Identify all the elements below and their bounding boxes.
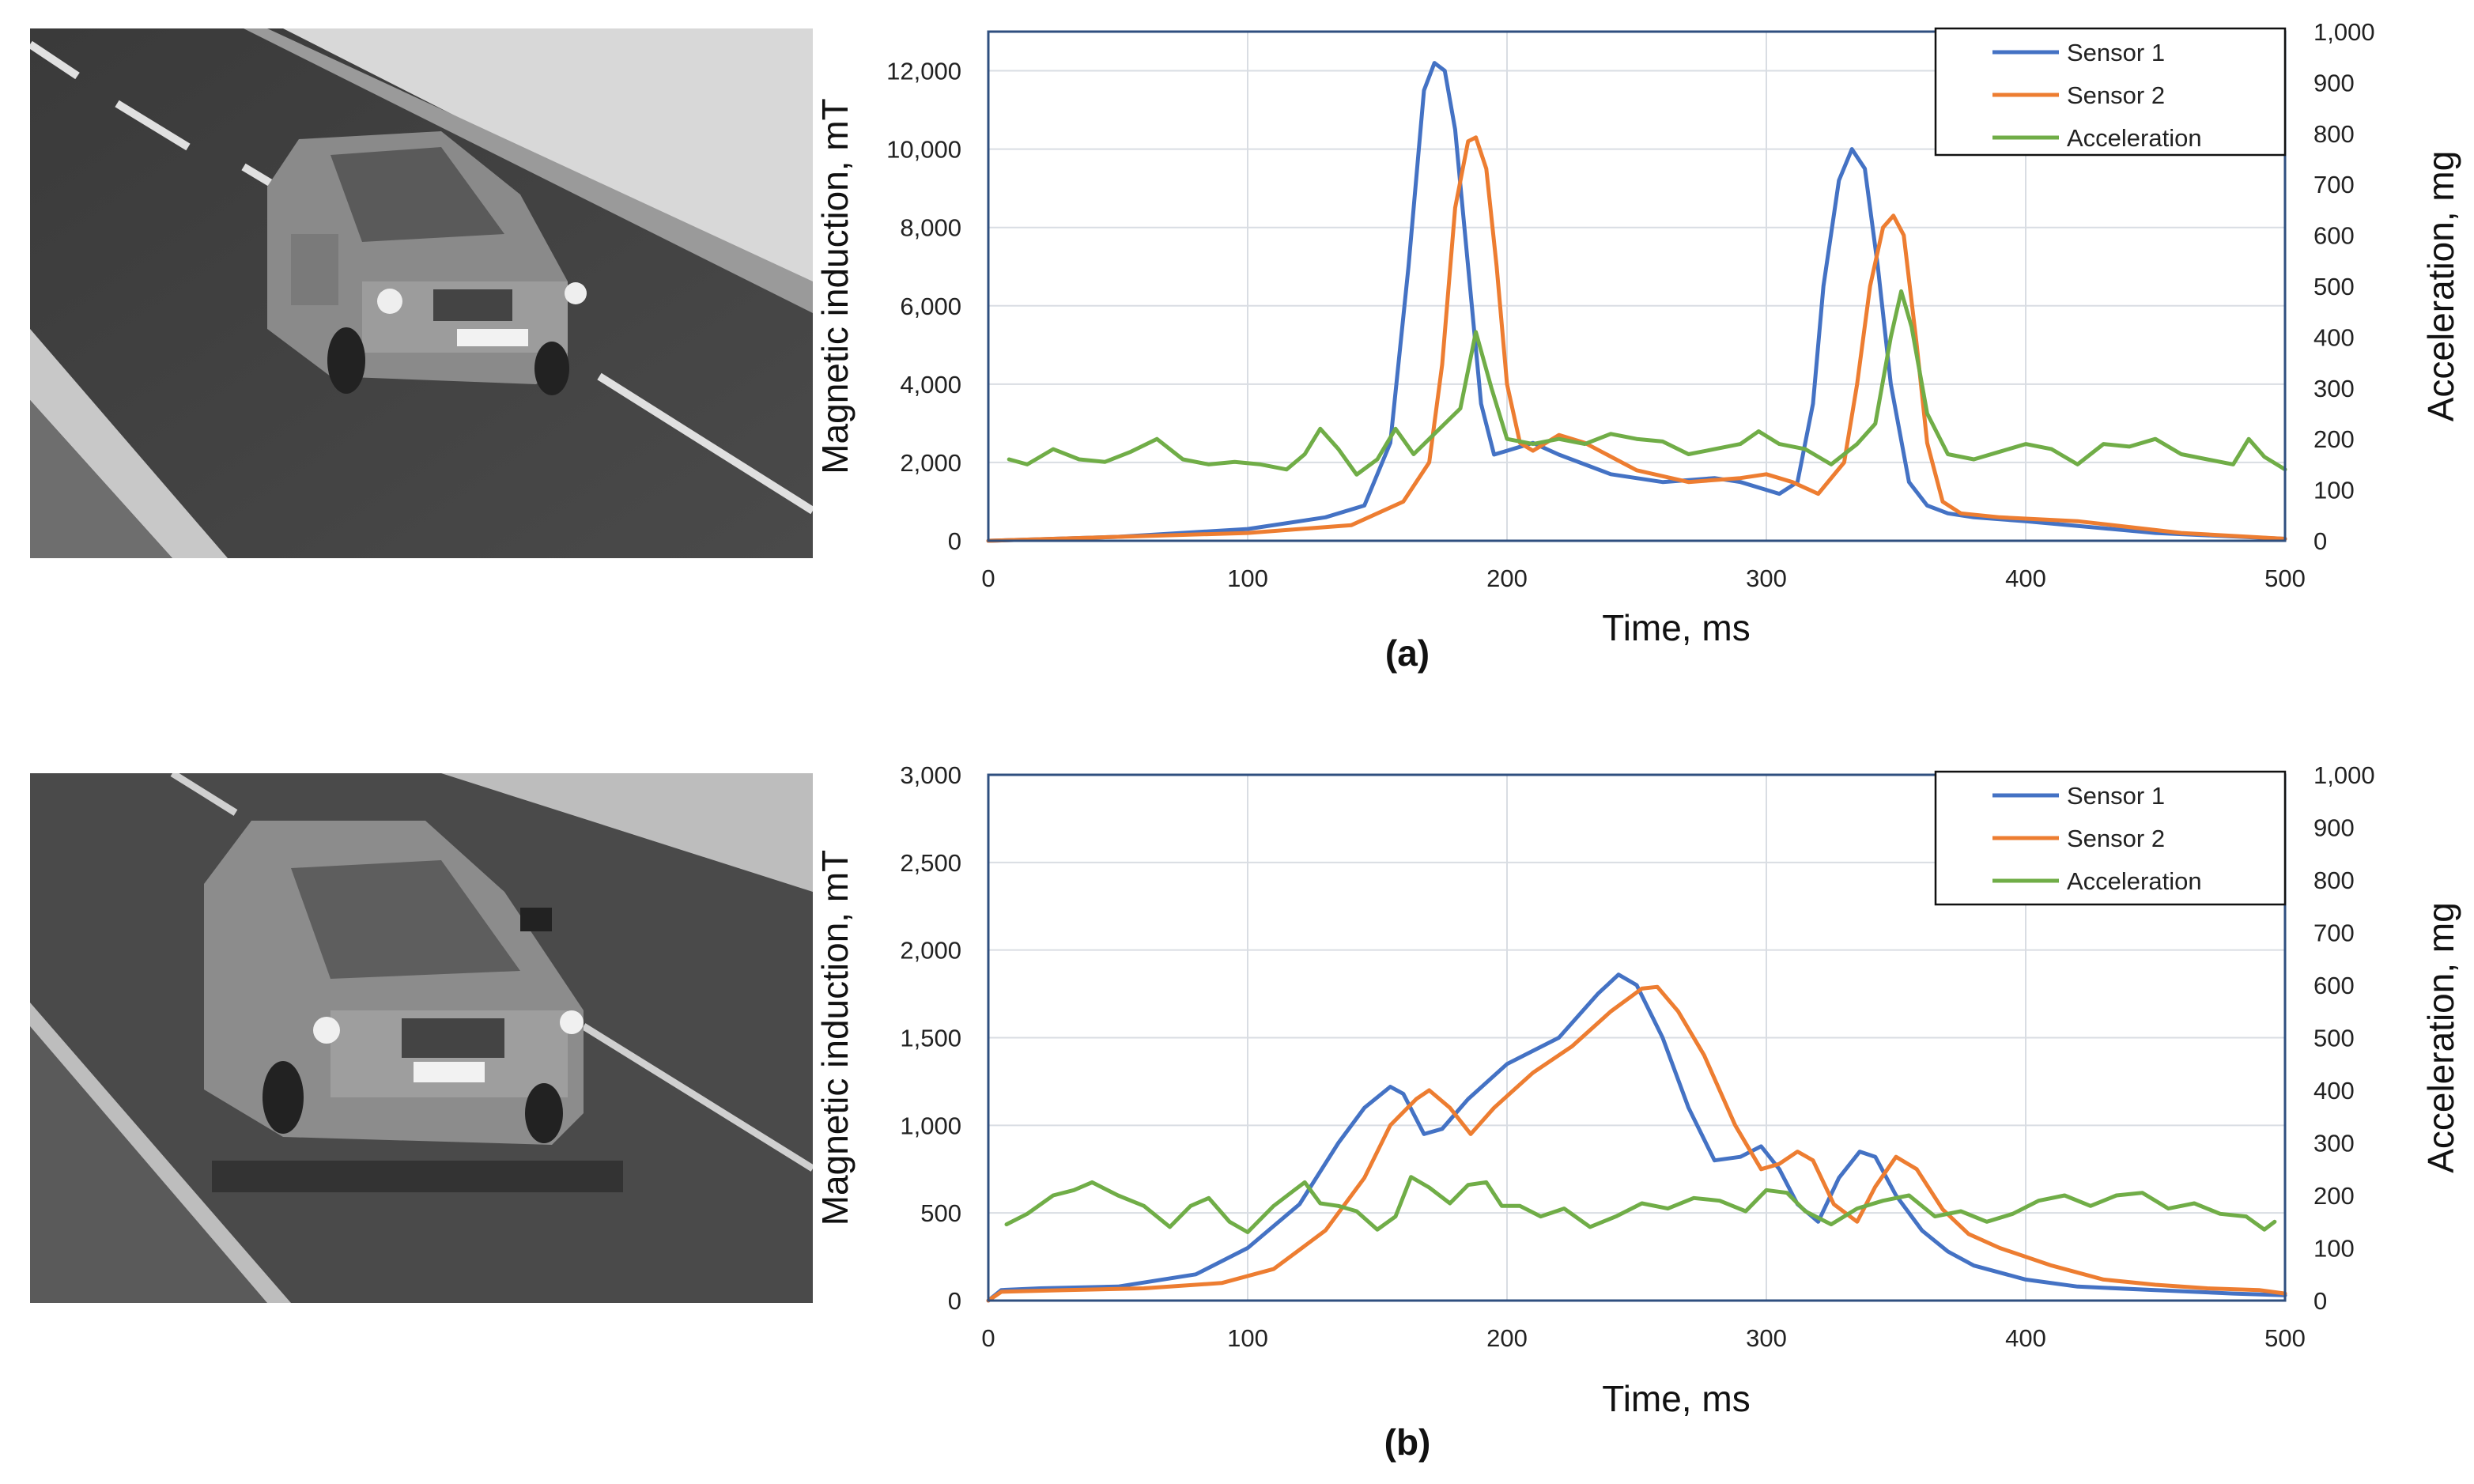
chart-a-x-tick-5: 500 xyxy=(2264,565,2306,592)
chart-b-legend-sensor2: Sensor 2 xyxy=(2067,825,2165,852)
chart-b-x-axis-title: Time, ms xyxy=(1602,1378,1750,1419)
chart-b-y2-tick-5: 500 xyxy=(2313,1025,2355,1052)
chart-b-y-ticks: 0 500 1,000 1,500 2,000 2,500 3,000 xyxy=(900,761,961,1315)
chart-a-x-tick-4: 400 xyxy=(2005,565,2046,592)
chart-b-y2-tick-8: 800 xyxy=(2313,867,2355,894)
chart-a: 0 100 200 300 400 500 0 2,000 4,000 6,000 8,000 10… xyxy=(814,18,2461,674)
vehicle-photo-b xyxy=(30,773,813,1303)
chart-b-y-tick-1: 500 xyxy=(920,1199,961,1227)
chart-a-series-sensor2 xyxy=(986,135,2287,543)
chart-a-y2-tick-4: 400 xyxy=(2313,323,2355,351)
chart-a-legend-box xyxy=(1934,27,2287,157)
chart-b-y-tick-6: 3,000 xyxy=(900,761,961,789)
chart-b-series-sensor2 xyxy=(986,984,2287,1303)
chart-b-legend: Sensor 1 Sensor 2 Acceleration xyxy=(1934,770,2287,906)
chart-b-y-axis-title: Magnetic induction, mT xyxy=(814,850,856,1226)
chart-b-y2-tick-4: 400 xyxy=(2313,1077,2355,1105)
chart-a-y-tick-2: 4,000 xyxy=(900,371,961,398)
chart-a-x-tick-0: 0 xyxy=(981,565,995,592)
chart-b-x-ticks: 0 100 200 300 400 500 xyxy=(981,1324,2305,1352)
chart-b-y2-tick-0: 0 xyxy=(2313,1287,2327,1315)
chart-a-y2-tick-2: 200 xyxy=(2313,425,2355,453)
chart-b-y2-tick-2: 200 xyxy=(2313,1182,2355,1210)
chart-a-plot-frame xyxy=(987,30,2287,542)
chart-a-y2-tick-8: 800 xyxy=(2313,120,2355,148)
chart-a-x-axis-title: Time, ms xyxy=(1602,607,1750,648)
chart-a-y2-tick-9: 900 xyxy=(2313,69,2355,96)
chart-a-panel-label: (a) xyxy=(1385,632,1430,674)
chart-b-y-tick-0: 0 xyxy=(948,1287,961,1315)
chart-b-y2-tick-3: 300 xyxy=(2313,1130,2355,1157)
chart-a-y2-tick-0: 0 xyxy=(2313,527,2327,555)
chart-a-series xyxy=(986,61,2287,543)
chart-b-y-tick-2: 1,000 xyxy=(900,1112,961,1139)
chart-b-series-sensor1 xyxy=(986,972,2287,1303)
chart-b: 0 100 200 300 400 500 05001,0001,5002,0002,50… xyxy=(814,761,2461,1463)
chart-b-y2-tick-6: 600 xyxy=(2313,972,2355,999)
chart-b-legend-acceleration: Acceleration xyxy=(2067,867,2202,895)
chart-b-x-tick-4: 400 xyxy=(2005,1324,2046,1352)
chart-a-legend-acceleration: Acceleration xyxy=(2067,124,2202,152)
chart-b-legend-sensor1: Sensor 1 xyxy=(2067,782,2165,810)
chart-a-y-tick-1: 2,000 xyxy=(900,449,961,477)
chart-b-y-tick-5: 2,500 xyxy=(900,849,961,877)
chart-b-y2-ticks: 0 100 200 300 400 500 600 700 800 900 1,000 xyxy=(2313,761,2375,1315)
chart-b-y-tick-3: 1,500 xyxy=(900,1025,961,1052)
chart-b-y2-tick-10: 1,000 xyxy=(2313,761,2375,789)
chart-b-plot-frame xyxy=(987,773,2287,1302)
chart-a-y2-tick-7: 700 xyxy=(2313,171,2355,198)
chart-b-panel-label: (b) xyxy=(1384,1422,1431,1463)
chart-b-y2-axis-title: Acceleration, mg xyxy=(2420,902,2461,1173)
chart-a-x-ticks: 0 100 200 300 400 500 xyxy=(981,565,2305,592)
chart-a-y-axis-title: Magnetic induction, mT xyxy=(814,98,856,474)
chart-a-x-tick-1: 100 xyxy=(1227,565,1268,592)
chart-a-legend-sensor2: Sensor 2 xyxy=(2067,81,2165,109)
chart-b-x-tick-3: 300 xyxy=(1746,1324,1787,1352)
chart-a-y2-tick-6: 600 xyxy=(2313,222,2355,250)
chart-b-y-tick-4: 2,000 xyxy=(900,937,961,965)
chart-a-series-acceleration xyxy=(1007,289,2287,477)
chart-a-x-tick-3: 300 xyxy=(1746,565,1787,592)
chart-a-y2-tick-1: 100 xyxy=(2313,477,2355,504)
vehicle-photo-a xyxy=(30,28,813,558)
chart-a-y-tick-6: 12,000 xyxy=(886,58,961,85)
chart-b-y2-tick-1: 100 xyxy=(2313,1235,2355,1263)
chart-a-y-ticks: 0 2,000 4,000 6,000 8,000 10,000 12,000 xyxy=(886,58,961,555)
chart-b-series-acceleration xyxy=(1004,1175,2277,1234)
chart-a-legend-sensor1: Sensor 1 xyxy=(2067,39,2165,66)
chart-a-y-tick-5: 10,000 xyxy=(886,136,961,164)
chart-a-y2-axis-title: Acceleration, mg xyxy=(2420,151,2461,422)
chart-a-y2-ticks: 0 100 200 300 400 500 600 700 800 900 1,000 xyxy=(2313,18,2375,555)
chart-a-y-tick-4: 8,000 xyxy=(900,214,961,242)
chart-a-y-tick-0: 0 xyxy=(948,527,961,555)
chart-a-y2-tick-5: 500 xyxy=(2313,273,2355,300)
chart-a-y-tick-3: 6,000 xyxy=(900,293,961,320)
chart-a-y2-tick-10: 1,000 xyxy=(2313,18,2375,46)
chart-a-y2-tick-3: 300 xyxy=(2313,375,2355,402)
chart-a-legend: Sensor 1 Sensor 2 Acceleration xyxy=(1934,27,2287,157)
chart-b-y2-tick-7: 700 xyxy=(2313,919,2355,947)
chart-b-x-tick-2: 200 xyxy=(1486,1324,1528,1352)
chart-a-x-tick-2: 200 xyxy=(1486,565,1528,592)
chart-b-x-tick-1: 100 xyxy=(1227,1324,1268,1352)
chart-b-x-tick-5: 500 xyxy=(2264,1324,2306,1352)
chart-b-series xyxy=(986,972,2287,1303)
chart-b-x-tick-0: 0 xyxy=(981,1324,995,1352)
chart-b-y2-tick-9: 900 xyxy=(2313,814,2355,842)
